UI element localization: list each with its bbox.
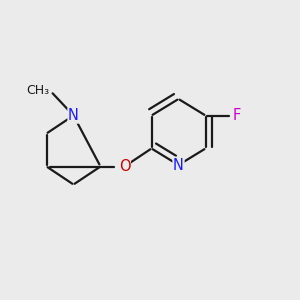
Text: O: O [119, 159, 130, 174]
Text: N: N [173, 158, 184, 172]
Text: N: N [68, 108, 79, 123]
Text: CH₃: CH₃ [26, 83, 50, 97]
Text: F: F [232, 108, 241, 123]
